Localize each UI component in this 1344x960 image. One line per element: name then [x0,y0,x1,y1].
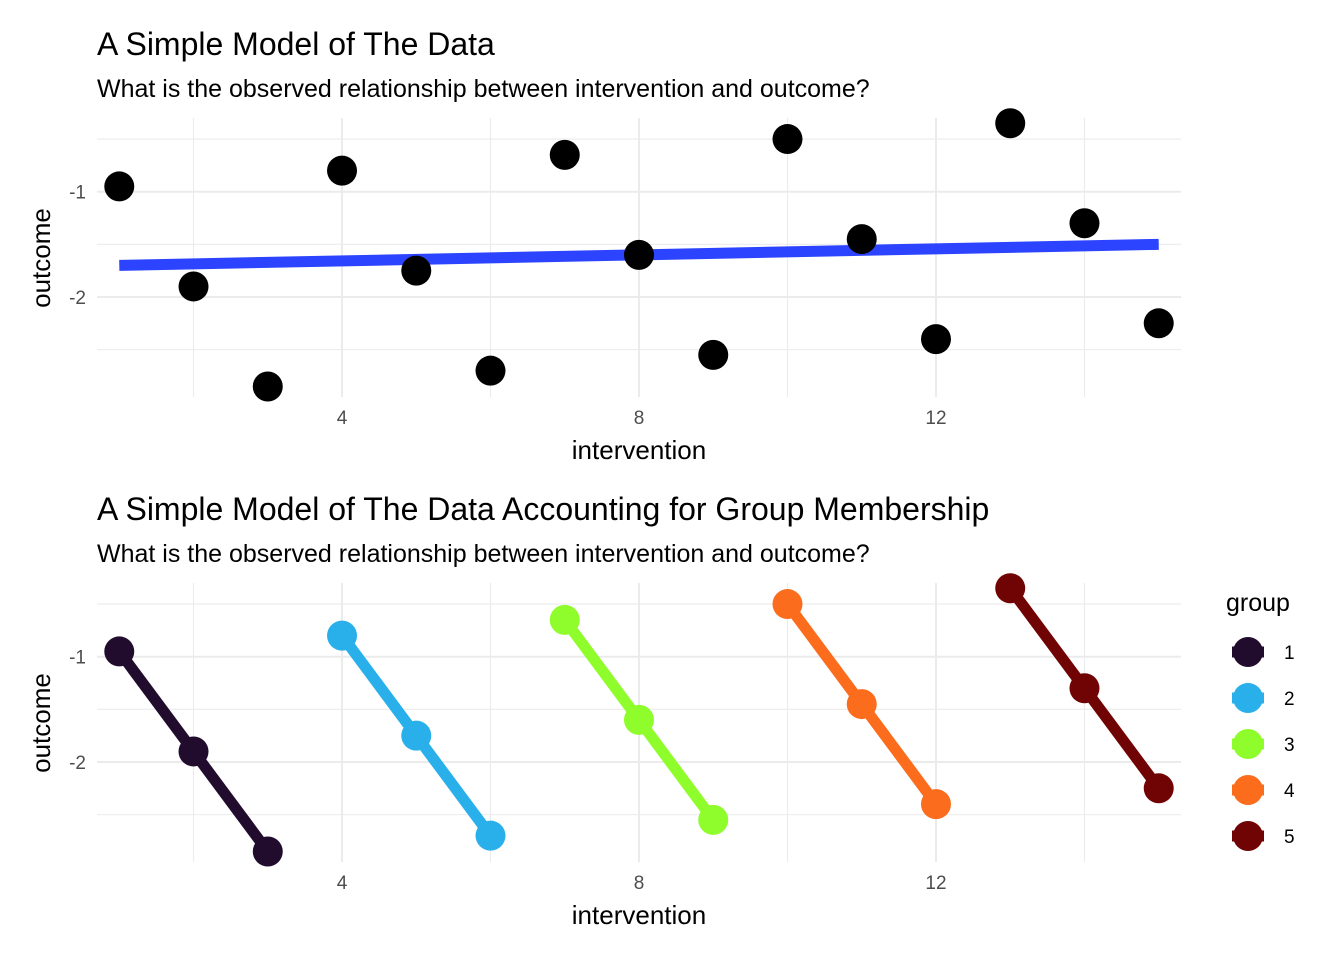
legend-key-point [1233,683,1263,713]
data-point [995,573,1026,604]
data-point [772,124,803,155]
y-tick-label: -1 [69,648,86,669]
legend-label: 1 [1284,643,1295,664]
data-point [920,324,951,355]
x-tick-label: 8 [634,873,645,894]
legend-key-point [1233,821,1263,851]
data-point [772,589,803,620]
data-point [1143,308,1174,339]
chart-subtitle: What is the observed relationship betwee… [97,75,870,103]
series-5 [995,573,1174,804]
chart-title: A Simple Model of The Data [97,26,495,62]
series-group [104,573,1174,867]
legend-key-1 [1232,637,1264,667]
data-point [252,836,283,867]
series-4 [772,589,951,820]
legend: group 1 2 3 4 5 [1226,589,1295,851]
tick-labels: 4 8 12 -1 -2 [69,183,946,429]
legend-key-point [1233,775,1263,805]
data-point [549,139,580,170]
data-point [1069,673,1100,704]
legend-label: 2 [1284,689,1295,710]
points [104,108,1174,402]
data-point [327,155,358,186]
data-point [1069,208,1100,239]
chart-panel-simple-model: A Simple Model of The Data What is the o… [26,26,1181,465]
legend-label: 3 [1284,735,1295,756]
series-2 [327,620,506,851]
x-tick-label: 4 [337,873,348,894]
data-point [401,255,432,286]
data-point [698,804,729,835]
legend-title: group [1226,589,1290,617]
y-tick-label: -1 [69,183,86,204]
data-point [920,789,951,820]
series-3 [549,604,729,835]
data-point [178,736,209,767]
data-point [104,171,135,202]
legend-key-point [1233,637,1263,667]
series-1 [104,636,283,867]
data-point [475,820,506,851]
legend-key-5 [1232,821,1264,851]
data-point [995,108,1026,139]
legend-key-point [1233,729,1263,759]
x-axis-label: intervention [572,435,706,465]
data-point [698,339,729,370]
x-tick-label: 12 [925,873,946,894]
data-point [624,239,654,270]
data-point [327,620,358,651]
legend-label: 4 [1284,781,1295,802]
grid [97,583,1181,862]
legend-label: 5 [1284,827,1295,848]
data-point [475,355,506,386]
x-tick-label: 12 [925,408,946,429]
legend-key-2 [1232,683,1264,713]
y-tick-label: -2 [69,288,86,309]
data-point [1143,773,1174,804]
x-tick-label: 4 [337,408,348,429]
data-point [846,224,877,255]
chart-subtitle: What is the observed relationship betwee… [97,540,870,568]
data-point [549,604,580,635]
data-point [104,636,135,667]
y-axis-label: outcome [26,208,56,308]
x-axis-label: intervention [572,900,706,930]
legend-key-3 [1232,729,1264,759]
data-point [401,720,432,751]
y-axis-label: outcome [26,673,56,773]
data-point [624,704,654,735]
data-point [252,371,283,402]
data-point [846,689,877,720]
y-tick-label: -2 [69,753,86,774]
tick-labels: 4 8 12 -1 -2 [69,648,946,894]
data-point [178,271,209,302]
legend-key-4 [1232,775,1264,805]
chart-title: A Simple Model of The Data Accounting fo… [97,491,989,527]
x-tick-label: 8 [634,408,645,429]
chart-panel-group-model: A Simple Model of The Data Accounting fo… [26,491,1295,930]
